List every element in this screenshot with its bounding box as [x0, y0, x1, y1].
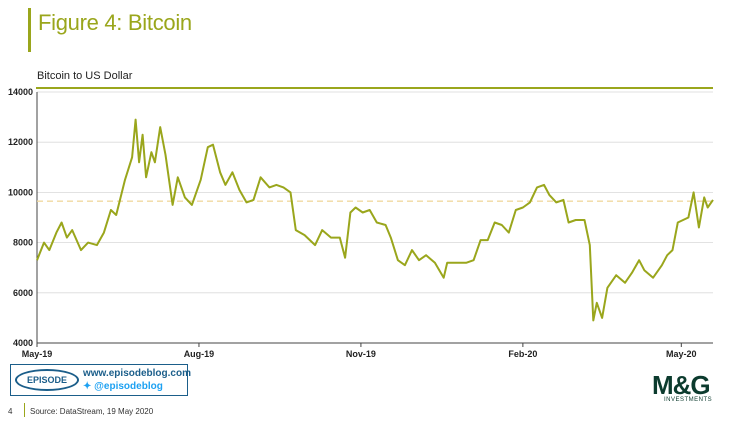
episode-url[interactable]: www.episodeblog.com: [83, 368, 191, 379]
episode-logo: EPISODE: [15, 369, 79, 391]
x-tick-label: Aug-19: [184, 349, 215, 359]
figure-title: Figure 4: Bitcoin: [38, 10, 192, 35]
episode-twitter[interactable]: ✦ @episodeblog: [83, 381, 163, 392]
y-tick-label: 6000: [13, 288, 33, 298]
x-tick-label: May-19: [22, 349, 53, 359]
series-line-bitcoin: [36, 118, 714, 322]
episode-badge: EPISODE www.episodeblog.com ✦ @episodebl…: [10, 364, 191, 396]
chart-subtitle: Bitcoin to US Dollar: [37, 70, 133, 82]
bird-icon: ✦: [83, 381, 92, 392]
y-tick-label: 4000: [13, 338, 33, 348]
y-tick-label: 10000: [8, 187, 33, 197]
x-tick-label: Nov-19: [346, 349, 376, 359]
source-accent-bar: [24, 403, 25, 417]
mg-logo-subtext: INVESTMENTS: [664, 397, 713, 403]
title-accent-bar: [28, 8, 31, 52]
x-axis-ticks: May-19 Aug-19 Nov-19 Feb-20 May-20: [22, 343, 697, 359]
y-tick-label: 8000: [13, 238, 33, 248]
mg-logo-text: M&G: [652, 370, 711, 400]
episode-twitter-handle: @episodeblog: [94, 381, 163, 392]
top-rule: [36, 87, 713, 89]
page-number: 4: [8, 407, 13, 416]
y-tick-label: 14000: [8, 87, 33, 97]
mg-logo: M&G INVESTMENTS: [652, 370, 734, 403]
source-note: Source: DataStream, 19 May 2020: [30, 407, 154, 416]
y-tick-label: 12000: [8, 137, 33, 147]
x-tick-label: May-20: [666, 349, 697, 359]
y-axis-ticks: 4000 6000 8000 10000 12000 14000: [8, 87, 33, 348]
gridlines: [37, 91, 713, 294]
x-tick-label: Feb-20: [508, 349, 537, 359]
